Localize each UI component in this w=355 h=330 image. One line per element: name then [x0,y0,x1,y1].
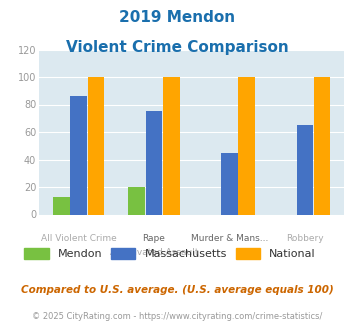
Bar [53,197,70,214]
Text: Murder & Mans...: Murder & Mans... [191,234,268,243]
Text: Aggravated Assault: Aggravated Assault [110,248,198,257]
Bar [314,77,331,214]
Text: 2019 Mendon: 2019 Mendon [119,10,236,25]
Text: Compared to U.S. average. (U.S. average equals 100): Compared to U.S. average. (U.S. average … [21,285,334,295]
Text: Robbery: Robbery [286,234,324,243]
Bar [88,77,104,214]
Bar [129,187,145,214]
Bar [146,112,162,214]
Text: Violent Crime Comparison: Violent Crime Comparison [66,40,289,54]
Bar [221,152,238,214]
Text: Rape: Rape [143,234,165,243]
Legend: Mendon, Massachusetts, National: Mendon, Massachusetts, National [20,244,320,263]
Text: © 2025 CityRating.com - https://www.cityrating.com/crime-statistics/: © 2025 CityRating.com - https://www.city… [32,312,323,321]
Text: All Violent Crime: All Violent Crime [41,234,116,243]
Bar [239,77,255,214]
Bar [70,96,87,214]
Bar [163,77,180,214]
Bar [296,125,313,214]
